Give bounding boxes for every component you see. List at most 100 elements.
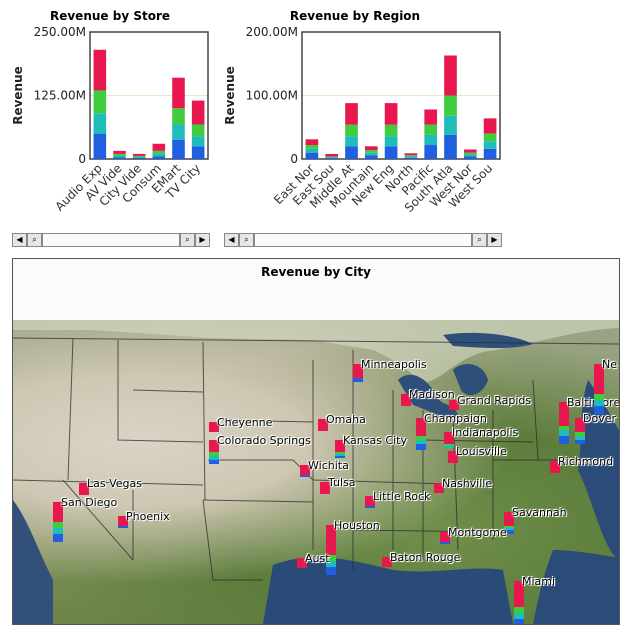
city-bar-segment[interactable]	[382, 557, 392, 567]
bar-segment[interactable]	[444, 95, 457, 116]
city-bar-segment[interactable]	[575, 432, 585, 436]
bar-segment[interactable]	[132, 155, 146, 157]
bar-segment[interactable]	[424, 124, 438, 135]
city-bar-segment[interactable]	[401, 394, 411, 406]
city-label[interactable]: Kansas City	[343, 434, 407, 447]
city-bar-segment[interactable]	[550, 461, 560, 473]
city-bar-segment[interactable]	[504, 526, 514, 528]
store-chart-scrollbar[interactable]: ◀ ⌕ ⌕ ▶	[12, 233, 212, 247]
bar-segment[interactable]	[172, 77, 185, 109]
city-label[interactable]: Phoenix	[126, 510, 170, 523]
region-chart-scrollbar[interactable]: ◀ ⌕ ⌕ ▶	[224, 233, 502, 247]
city-bar-segment[interactable]	[365, 506, 375, 508]
bar-segment[interactable]	[384, 146, 398, 159]
city-label[interactable]: Louisville	[456, 445, 507, 458]
city-bar-segment[interactable]	[118, 516, 128, 526]
city-label[interactable]: Miami	[522, 575, 556, 588]
city-bar-segment[interactable]	[326, 555, 336, 561]
zoom-in-icon[interactable]: ⌕	[472, 233, 487, 247]
city-bar-segment[interactable]	[559, 436, 569, 444]
bar-segment[interactable]	[152, 143, 166, 151]
bar-segment[interactable]	[345, 146, 358, 159]
city-label[interactable]: Baltimore	[567, 396, 619, 409]
city-label[interactable]: Richmond	[558, 455, 614, 468]
bar-segment[interactable]	[424, 109, 438, 125]
city-bar-segment[interactable]	[335, 440, 345, 452]
city-bar-segment[interactable]	[53, 522, 63, 528]
city-bar-segment[interactable]	[448, 451, 458, 463]
bar-segment[interactable]	[305, 152, 319, 159]
city-bar-segment[interactable]	[326, 567, 336, 575]
bar-segment[interactable]	[325, 156, 339, 158]
bar-segment[interactable]	[113, 153, 126, 156]
bar-segment[interactable]	[444, 115, 457, 135]
city-bar-segment[interactable]	[53, 534, 63, 542]
bar-segment[interactable]	[93, 49, 107, 91]
city-bar-segment[interactable]	[559, 426, 569, 430]
city-bar-segment[interactable]	[434, 483, 444, 493]
scroll-right-button[interactable]: ▶	[195, 233, 210, 247]
bar-segment[interactable]	[384, 124, 398, 137]
city-bar-segment[interactable]	[440, 532, 450, 542]
city-label[interactable]: Tulsa	[328, 476, 356, 489]
city-bar-segment[interactable]	[449, 400, 459, 410]
bar-segment[interactable]	[93, 133, 107, 159]
bar-segment[interactable]	[384, 136, 398, 147]
city-label[interactable]: Colorado Springs	[217, 434, 311, 447]
city-bar-segment[interactable]	[300, 475, 310, 477]
bar-segment[interactable]	[483, 133, 497, 142]
scroll-track[interactable]	[254, 233, 472, 247]
city-bar-segment[interactable]	[504, 528, 514, 530]
scroll-right-button[interactable]: ▶	[487, 233, 502, 247]
city-label[interactable]: Baton Rouge	[390, 551, 461, 564]
city-bar-segment[interactable]	[416, 436, 426, 440]
bar-segment[interactable]	[132, 157, 146, 159]
city-bar-segment[interactable]	[440, 542, 450, 544]
city-bar-segment[interactable]	[594, 394, 604, 400]
city-bar-segment[interactable]	[326, 561, 336, 567]
bar-segment[interactable]	[113, 155, 126, 158]
bar-segment[interactable]	[424, 145, 438, 159]
city-bar-segment[interactable]	[514, 619, 524, 624]
bar-segment[interactable]	[404, 157, 418, 159]
city-label[interactable]: Houston	[334, 519, 380, 532]
bar-segment[interactable]	[325, 153, 339, 157]
bar-segment[interactable]	[404, 155, 418, 157]
bar-segment[interactable]	[463, 156, 477, 159]
city-bar-segment[interactable]	[514, 607, 524, 613]
city-label[interactable]: Grand Rapids	[457, 394, 532, 407]
city-label[interactable]: Montgome	[448, 526, 507, 539]
city-bar-segment[interactable]	[504, 530, 514, 534]
bar-segment[interactable]	[113, 150, 126, 154]
zoom-in-icon[interactable]: ⌕	[180, 233, 195, 247]
city-bar-segment[interactable]	[416, 418, 426, 436]
city-bar-segment[interactable]	[297, 558, 307, 568]
city-label[interactable]: Little Rock	[373, 490, 431, 503]
bar-segment[interactable]	[191, 146, 205, 159]
bar-segment[interactable]	[424, 134, 438, 146]
bar-segment[interactable]	[152, 156, 166, 159]
bar-segment[interactable]	[463, 149, 477, 153]
bar-segment[interactable]	[364, 146, 378, 151]
city-bar-segment[interactable]	[444, 446, 454, 448]
city-bar-segment[interactable]	[575, 418, 585, 432]
city-bar-segment[interactable]	[444, 444, 454, 446]
city-bar-segment[interactable]	[416, 440, 426, 444]
bar-segment[interactable]	[364, 152, 378, 156]
city-bar-segment[interactable]	[575, 436, 585, 440]
city-label[interactable]: Omaha	[326, 413, 366, 426]
bar-segment[interactable]	[463, 152, 477, 155]
city-label[interactable]: Madison	[409, 388, 455, 401]
bar-segment[interactable]	[191, 136, 205, 147]
us-map[interactable]: Minneapolis Madison Grand Rapids Cheyenne Om…	[13, 320, 619, 624]
bar-segment[interactable]	[191, 124, 205, 137]
bar-segment[interactable]	[364, 155, 378, 159]
city-label[interactable]: Savannah	[512, 506, 567, 519]
scroll-left-button[interactable]: ◀	[224, 233, 239, 247]
bar-segment[interactable]	[444, 134, 457, 159]
city-bar-segment[interactable]	[318, 419, 328, 431]
city-bar-segment[interactable]	[575, 440, 585, 444]
city-label[interactable]: Dover	[583, 412, 616, 425]
bar-segment[interactable]	[93, 113, 107, 134]
bar-segment[interactable]	[404, 153, 418, 156]
